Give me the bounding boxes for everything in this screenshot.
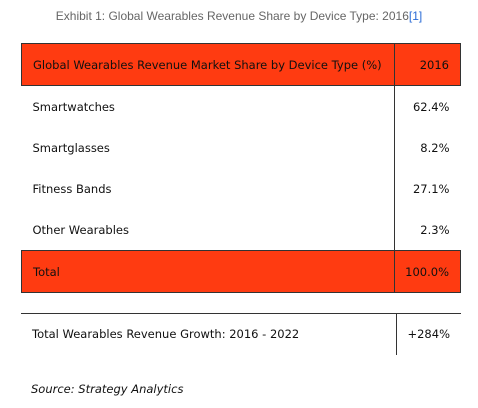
row-value: 27.1% bbox=[394, 168, 461, 209]
reference-link[interactable]: [1] bbox=[408, 9, 423, 23]
row-value: 8.2% bbox=[394, 127, 461, 168]
table-row-fitness-bands: Fitness Bands 27.1% bbox=[21, 168, 461, 209]
table-row-other-wearables: Other Wearables 2.3% bbox=[21, 209, 461, 251]
exhibit-caption: Exhibit 1: Global Wearables Revenue Shar… bbox=[0, 9, 478, 23]
caption-text: Exhibit 1: Global Wearables Revenue Shar… bbox=[55, 9, 409, 23]
revenue-share-table: Global Wearables Revenue Market Share by… bbox=[21, 43, 461, 293]
row-value: 2.3% bbox=[394, 209, 461, 251]
row-label: Smartwatches bbox=[21, 85, 395, 127]
growth-value: +284% bbox=[407, 327, 450, 341]
header-label: Global Wearables Revenue Market Share by… bbox=[21, 43, 395, 86]
growth-label: Total Wearables Revenue Growth: 2016 - 2… bbox=[32, 327, 300, 341]
total-value: 100.0% bbox=[394, 250, 461, 293]
growth-divider bbox=[396, 314, 397, 355]
table-header-row: Global Wearables Revenue Market Share by… bbox=[21, 43, 461, 86]
source-note: Source: Strategy Analytics bbox=[31, 382, 184, 396]
table-row-smartglasses: Smartglasses 8.2% bbox=[21, 127, 461, 168]
row-label: Smartglasses bbox=[21, 127, 395, 168]
row-label: Fitness Bands bbox=[21, 168, 395, 209]
table-total-row: Total 100.0% bbox=[21, 250, 461, 293]
revenue-growth-row: Total Wearables Revenue Growth: 2016 - 2… bbox=[21, 313, 461, 355]
row-label: Other Wearables bbox=[21, 209, 395, 251]
header-year: 2016 bbox=[394, 43, 461, 86]
row-value: 62.4% bbox=[394, 85, 461, 127]
table-row-smartwatches: Smartwatches 62.4% bbox=[21, 85, 461, 127]
total-label: Total bbox=[21, 250, 395, 293]
